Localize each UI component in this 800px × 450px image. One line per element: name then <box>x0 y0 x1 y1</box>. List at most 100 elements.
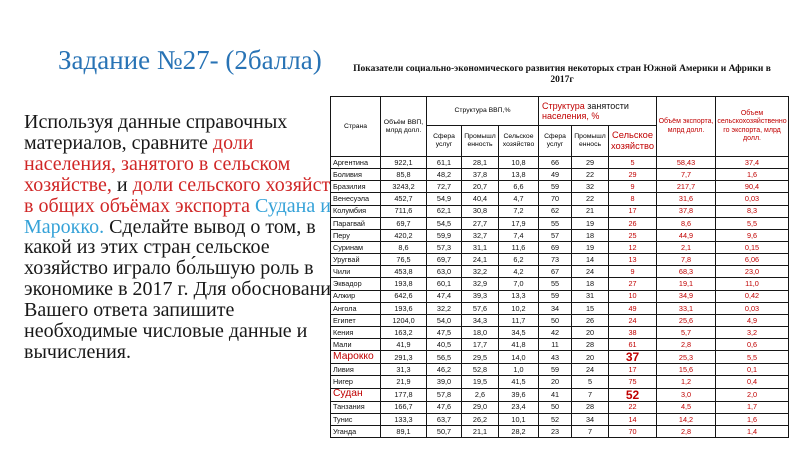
text-segment: занятости <box>587 100 629 111</box>
country-cell: Бразилия <box>330 180 381 194</box>
gdp-services-cell: 46,2 <box>426 363 462 377</box>
emp-services-cell: 43 <box>538 350 573 365</box>
table-row: Венесуэла 452,7 54,9 40,4 4,7 70 22 8 31… <box>330 192 790 206</box>
country-cell: Чили <box>330 265 381 279</box>
country-cell: Уругвай <box>330 253 381 267</box>
gdp-services-cell: 56,5 <box>426 350 462 365</box>
gdp-cell: 922,1 <box>380 155 427 170</box>
country-cell: Ангола <box>330 301 381 315</box>
header-employment-group: Структура занятости населения, % <box>538 96 658 126</box>
gdp-industry-cell: 29,5 <box>461 350 499 365</box>
agro-export-cell: 9,6 <box>715 228 790 242</box>
emp-industry-cell: 32 <box>571 180 610 194</box>
gdp-services-cell: 47,5 <box>426 325 462 340</box>
gdp-agriculture-cell: 6,6 <box>497 180 540 194</box>
gdp-cell: 133,3 <box>380 412 427 426</box>
gdp-agriculture-cell: 17,9 <box>497 216 540 230</box>
gdp-cell: 76,5 <box>380 253 427 267</box>
table-row: Суринам 8,6 57,3 31,1 11,6 69 19 12 2,1 … <box>330 240 790 255</box>
gdp-services-cell: 32,2 <box>426 301 462 315</box>
text-segment: Сделайте вывод о том, в какой из этих ст… <box>24 215 341 363</box>
export-cell: 25,3 <box>656 350 717 365</box>
gdp-cell: 89,1 <box>380 424 427 438</box>
emp-industry-cell: 15 <box>571 301 610 315</box>
statistics-table: Страна Объём ВВП, млрд долл. Структура В… <box>330 96 790 438</box>
table-row: Тунис 133,3 63,7 26,2 10,1 52 34 14 14,2… <box>330 412 790 426</box>
subheader-gdp-services: Сфера услуг <box>426 125 462 157</box>
emp-agriculture-cell: 52 <box>608 387 658 402</box>
emp-industry-cell: 7 <box>571 424 610 438</box>
export-cell: 58,43 <box>656 155 717 170</box>
country-cell: Кения <box>330 325 381 340</box>
emp-agriculture-cell: 26 <box>608 216 658 230</box>
agro-export-cell: 2,0 <box>715 387 790 402</box>
gdp-services-cell: 69,7 <box>426 253 462 267</box>
emp-services-cell: 55 <box>538 277 573 291</box>
gdp-services-cell: 50,7 <box>426 424 462 438</box>
export-cell: 7,7 <box>656 168 717 182</box>
gdp-services-cell: 72,7 <box>426 180 462 194</box>
gdp-agriculture-cell: 39,6 <box>497 387 540 402</box>
gdp-industry-cell: 17,7 <box>461 338 499 352</box>
agro-export-cell: 1,6 <box>715 412 790 426</box>
emp-industry-cell: 20 <box>571 325 610 340</box>
subheader-gdp-industry: Промышленность <box>461 125 499 157</box>
emp-industry-cell: 22 <box>571 168 610 182</box>
emp-services-cell: 20 <box>538 375 573 389</box>
gdp-services-cell: 47,6 <box>426 400 462 414</box>
export-cell: 34,9 <box>656 289 717 303</box>
gdp-agriculture-cell: 4,7 <box>497 192 540 206</box>
gdp-industry-cell: 21,1 <box>461 424 499 438</box>
emp-industry-cell: 24 <box>571 363 610 377</box>
gdp-agriculture-cell: 10,1 <box>497 412 540 426</box>
gdp-industry-cell: 52,8 <box>461 363 499 377</box>
emp-services-cell: 50 <box>538 400 573 414</box>
country-cell: Колумбия <box>330 204 381 218</box>
export-cell: 217,7 <box>656 180 717 194</box>
gdp-services-cell: 63,0 <box>426 265 462 279</box>
emp-services-cell: 73 <box>538 253 573 267</box>
gdp-agriculture-cell: 13,3 <box>497 289 540 303</box>
gdp-services-cell: 57,8 <box>426 387 462 402</box>
emp-services-cell: 52 <box>538 412 573 426</box>
gdp-services-cell: 59,9 <box>426 228 462 242</box>
gdp-cell: 21,9 <box>380 375 427 389</box>
agro-export-cell: 0,42 <box>715 289 790 303</box>
gdp-industry-cell: 20,7 <box>461 180 499 194</box>
text-segment: доли сельского хозяйства в общих объёмах… <box>24 173 349 217</box>
gdp-industry-cell: 32,2 <box>461 265 499 279</box>
emp-agriculture-cell: 17 <box>608 363 658 377</box>
emp-services-cell: 59 <box>538 363 573 377</box>
gdp-industry-cell: 26,2 <box>461 412 499 426</box>
gdp-industry-cell: 2,6 <box>461 387 499 402</box>
export-cell: 5,7 <box>656 325 717 340</box>
emp-agriculture-cell: 14 <box>608 412 658 426</box>
gdp-industry-cell: 30,8 <box>461 204 499 218</box>
gdp-agriculture-cell: 7,2 <box>497 204 540 218</box>
table-row: Бразилия 3243,2 72,7 20,7 6,6 59 32 9 21… <box>330 180 790 194</box>
export-cell: 1,2 <box>656 375 717 389</box>
agro-export-cell: 5,5 <box>715 350 790 365</box>
gdp-services-cell: 39,0 <box>426 375 462 389</box>
emp-industry-cell: 24 <box>571 265 610 279</box>
gdp-industry-cell: 18,0 <box>461 325 499 340</box>
statistics-table-container: Страна Объём ВВП, млрд долл. Структура В… <box>330 96 790 438</box>
subheader-emp-services: Сфера услуг <box>538 125 573 157</box>
table-row: Танзания 166,7 47,6 29,0 23,4 50 28 22 4… <box>330 400 790 414</box>
country-cell: Тунис <box>330 412 381 426</box>
gdp-services-cell: 61,1 <box>426 155 462 170</box>
country-cell: Ливия <box>330 363 381 377</box>
gdp-cell: 193,6 <box>380 301 427 315</box>
emp-services-cell: 41 <box>538 387 573 402</box>
gdp-services-cell: 57,3 <box>426 240 462 255</box>
gdp-cell: 453,8 <box>380 265 427 279</box>
table-row: Парагвай 69,7 54,5 27,7 17,9 55 19 26 8,… <box>330 216 790 230</box>
agro-export-cell: 1,7 <box>715 400 790 414</box>
gdp-agriculture-cell: 11,6 <box>497 240 540 255</box>
gdp-cell: 3243,2 <box>380 180 427 194</box>
gdp-cell: 452,7 <box>380 192 427 206</box>
export-cell: 2,8 <box>656 424 717 438</box>
gdp-agriculture-cell: 28,2 <box>497 424 540 438</box>
export-cell: 15,6 <box>656 363 717 377</box>
country-cell: Парагвай <box>330 216 381 230</box>
